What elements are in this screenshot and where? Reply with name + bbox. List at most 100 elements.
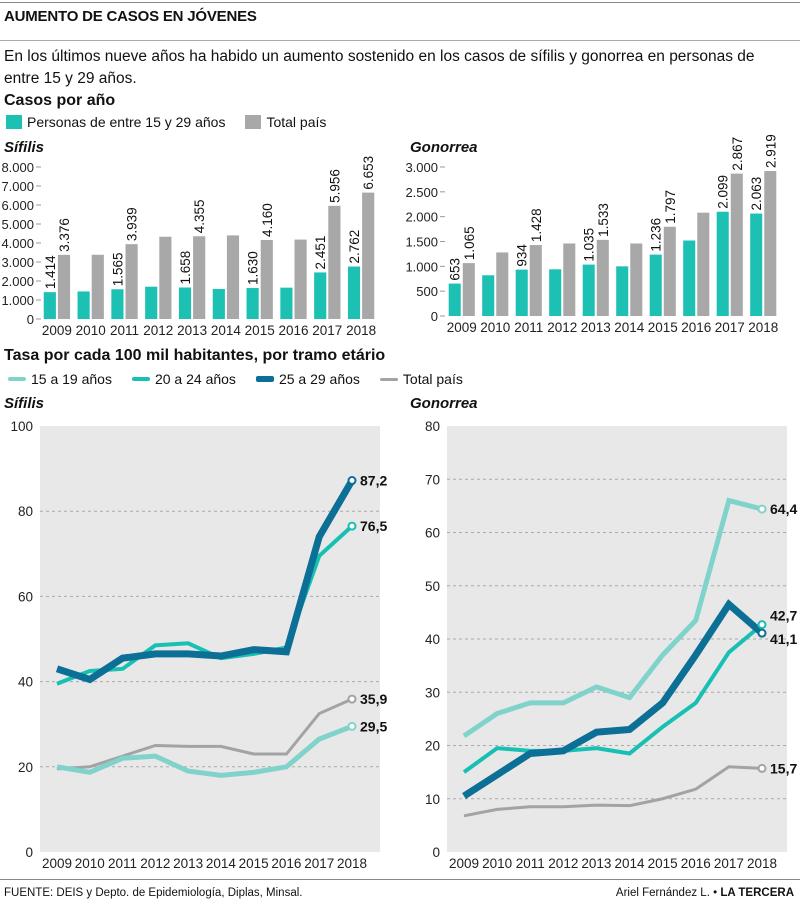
end-value-label: 15,7 [770,760,797,776]
bar-total [328,205,341,319]
data-label: 2.451 [313,236,328,270]
bar-total [294,239,307,319]
y-tick-label: 1.000 [405,259,438,274]
x-tick-label: 2017 [312,323,342,338]
end-point-marker [757,504,767,514]
legend-item-total: Total país [379,371,463,387]
y-tick-label: 80 [18,504,33,519]
end-value-label: 35,9 [360,691,387,707]
data-label: 2.867 [730,137,745,171]
legend-line [379,377,398,381]
bar-total [193,236,206,319]
y-tick-label: 2.000 [1,274,34,289]
end-value-label: 76,5 [360,518,387,534]
x-tick-label: 2016 [271,856,301,871]
brand-logo: LA TERCERA [720,887,794,899]
x-tick-label: 2014 [615,856,646,871]
bar-total [226,235,240,319]
bar-youth [314,272,327,319]
bar-youth [280,287,293,319]
legend-line [8,377,26,381]
data-label: 1.065 [462,226,477,260]
bar-youth [716,211,729,316]
bar-youth [549,269,562,316]
y-tick-label: 50 [425,579,440,594]
line-chart-gonorrea-title: Gonorrea [410,395,478,412]
data-label: 3.939 [125,207,140,241]
legend-label: Total país [402,371,463,387]
bar-total [529,245,542,316]
top-rule [0,2,800,3]
y-tick-label: 8.000 [1,160,34,175]
y-tick-label: 1.500 [405,235,438,250]
y-tick-label: 3.000 [405,160,438,175]
bar-youth [246,288,259,319]
legend-item-15-19: 15 a 19 años [8,371,112,387]
bar-chart-gonorrea-title: Gonorrea [410,139,478,156]
end-point-marker [757,628,767,638]
y-tick-label: 3.000 [1,255,34,270]
credit: Ariel Fernández L. • LA TERCERA [615,887,794,899]
end-value-label: 42,7 [770,608,797,624]
bar-legend: Personas de entre 15 y 29 años Total paí… [6,114,346,130]
section1-heading: Casos por año [4,92,116,109]
y-tick-label: 20 [425,739,440,754]
bar-total [496,252,509,316]
y-tick-label: 100 [10,419,33,434]
data-label: 2.762 [347,230,362,264]
legend-item-total: Total país [245,114,326,130]
x-tick-label: 2010 [482,856,512,871]
end-point-marker [347,694,357,704]
data-label: 1.414 [43,255,58,289]
bar-chart-sifilis-title: Sífilis [4,139,45,156]
y-tick-label: 0 [431,309,438,324]
bar-youth [750,213,763,316]
x-tick-label: 2009 [447,320,477,335]
title-rule [0,40,800,41]
x-tick-label: 2018 [748,320,778,335]
data-label: 653 [448,258,463,281]
data-label: 1.428 [529,208,544,242]
x-tick-label: 2009 [42,323,72,338]
legend-label: 25 a 29 años [278,371,360,387]
bar-total [159,236,172,319]
legend-swatch [245,115,262,129]
bar-youth [515,269,528,316]
x-tick-label: 2016 [681,320,711,335]
legend-label: 20 a 24 años [154,371,236,387]
bar-total [125,244,138,319]
end-value-label: 87,2 [360,473,387,489]
bar-youth [212,288,225,319]
y-tick-label: 500 [416,284,438,299]
legend-swatch [6,115,22,129]
y-tick-label: 7.000 [1,179,34,194]
legend-line [255,376,274,382]
bar-youth [77,291,90,319]
end-point-marker [757,620,767,630]
x-tick-label: 2015 [648,320,678,335]
y-tick-label: 60 [425,526,440,541]
y-tick-label: 1.000 [1,293,34,308]
x-tick-label: 2017 [304,856,334,871]
y-tick-label: 80 [425,419,440,434]
page-title: AUMENTO DE CASOS EN JÓVENES [4,8,257,25]
bar-total [596,239,609,316]
bar-youth [683,240,696,316]
x-tick-label: 2017 [715,320,745,335]
x-tick-label: 2012 [140,856,170,871]
x-tick-label: 2014 [614,320,645,335]
data-label: 2.099 [716,175,731,209]
y-tick-label: 40 [18,675,33,690]
data-label: 6.653 [361,156,376,190]
bar-total [663,226,676,316]
y-tick-label: 0 [432,845,440,860]
x-tick-label: 2013 [173,856,203,871]
end-value-label: 41,1 [770,631,797,647]
legend-label: Personas de entre 15 y 29 años [27,114,226,130]
x-tick-label: 2010 [75,856,105,871]
data-label: 1.565 [110,252,125,286]
y-tick-label: 2.000 [405,210,438,225]
data-label: 4.160 [260,203,275,237]
x-tick-label: 2017 [714,856,744,871]
bar-youth [347,266,361,319]
